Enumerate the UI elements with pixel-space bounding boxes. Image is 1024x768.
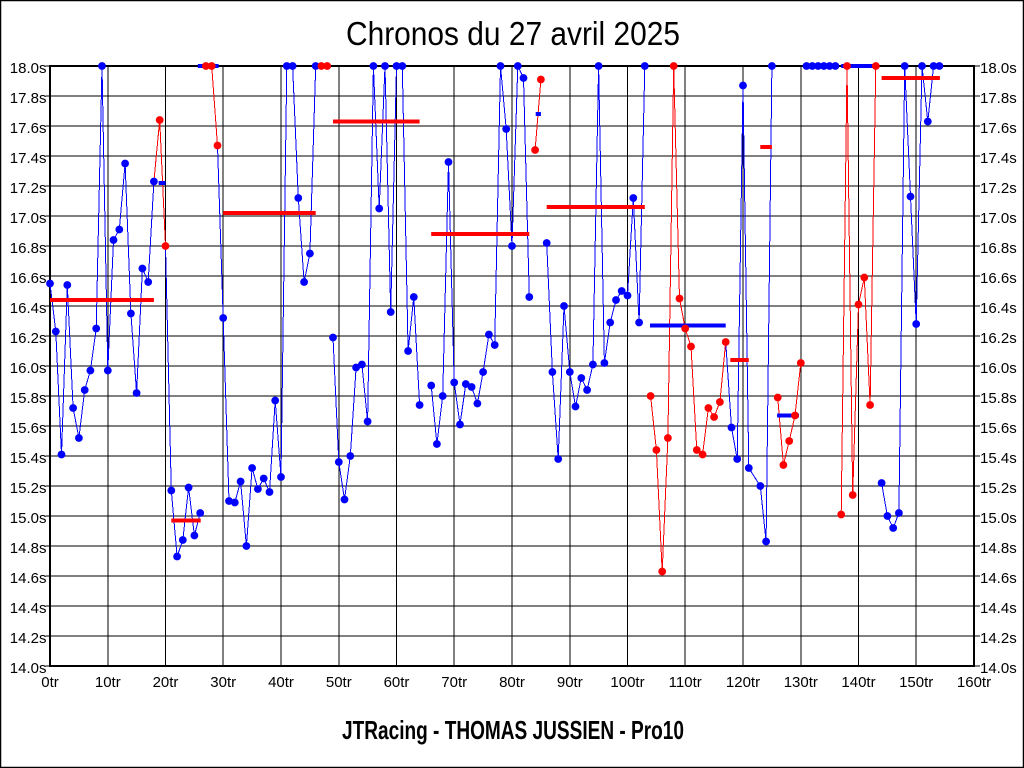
svg-text:17.4s: 17.4s	[980, 150, 1017, 167]
svg-text:20tr: 20tr	[153, 674, 179, 691]
svg-text:15.6s: 15.6s	[980, 420, 1017, 437]
svg-text:16.0s: 16.0s	[10, 360, 47, 377]
svg-text:14.0s: 14.0s	[10, 660, 47, 677]
svg-text:17.8s: 17.8s	[980, 90, 1017, 107]
svg-text:16.2s: 16.2s	[980, 330, 1017, 347]
svg-text:14.4s: 14.4s	[980, 600, 1017, 617]
svg-text:150tr: 150tr	[899, 674, 933, 691]
svg-text:17.4s: 17.4s	[10, 150, 47, 167]
svg-text:16.2s: 16.2s	[10, 330, 47, 347]
svg-text:16.6s: 16.6s	[10, 270, 47, 287]
svg-text:80tr: 80tr	[499, 674, 525, 691]
svg-text:130tr: 130tr	[784, 674, 818, 691]
svg-text:50tr: 50tr	[326, 674, 352, 691]
svg-text:14.2s: 14.2s	[980, 630, 1017, 647]
svg-text:16.0s: 16.0s	[980, 360, 1017, 377]
svg-text:14.4s: 14.4s	[10, 600, 47, 617]
svg-text:140tr: 140tr	[841, 674, 875, 691]
svg-text:Chronos du 27 avril 2025: Chronos du 27 avril 2025	[346, 15, 680, 52]
svg-text:15.8s: 15.8s	[980, 390, 1017, 407]
svg-text:14.2s: 14.2s	[10, 630, 47, 647]
svg-text:14.8s: 14.8s	[10, 540, 47, 557]
svg-text:60tr: 60tr	[384, 674, 410, 691]
svg-text:110tr: 110tr	[669, 674, 702, 691]
svg-text:18.0s: 18.0s	[980, 60, 1017, 77]
svg-text:15.0s: 15.0s	[10, 510, 47, 527]
svg-text:15.0s: 15.0s	[980, 510, 1017, 527]
svg-text:17.2s: 17.2s	[980, 180, 1017, 197]
svg-text:16.8s: 16.8s	[10, 240, 47, 257]
svg-text:100tr: 100tr	[610, 674, 644, 691]
svg-text:14.6s: 14.6s	[10, 570, 47, 587]
svg-text:17.0s: 17.0s	[10, 210, 47, 227]
svg-text:90tr: 90tr	[557, 674, 583, 691]
svg-text:14.8s: 14.8s	[980, 540, 1017, 557]
svg-text:0tr: 0tr	[41, 674, 59, 691]
svg-text:16.4s: 16.4s	[10, 300, 47, 317]
svg-text:10tr: 10tr	[95, 674, 121, 691]
svg-text:17.8s: 17.8s	[10, 90, 47, 107]
svg-text:15.8s: 15.8s	[10, 390, 47, 407]
svg-text:120tr: 120tr	[726, 674, 760, 691]
svg-text:17.0s: 17.0s	[980, 210, 1017, 227]
svg-text:16.8s: 16.8s	[980, 240, 1017, 257]
svg-text:15.6s: 15.6s	[10, 420, 47, 437]
svg-text:15.4s: 15.4s	[980, 450, 1017, 467]
svg-text:15.2s: 15.2s	[980, 480, 1017, 497]
svg-text:30tr: 30tr	[210, 674, 236, 691]
svg-text:16.4s: 16.4s	[980, 300, 1017, 317]
svg-text:14.0s: 14.0s	[980, 660, 1017, 677]
svg-text:14.6s: 14.6s	[980, 570, 1017, 587]
svg-text:17.2s: 17.2s	[10, 180, 47, 197]
svg-text:15.4s: 15.4s	[10, 450, 47, 467]
svg-text:17.6s: 17.6s	[980, 120, 1017, 137]
svg-text:40tr: 40tr	[268, 674, 294, 691]
svg-text:70tr: 70tr	[441, 674, 467, 691]
svg-text:15.2s: 15.2s	[10, 480, 47, 497]
svg-text:18.0s: 18.0s	[10, 60, 47, 77]
svg-text:17.6s: 17.6s	[10, 120, 47, 137]
svg-text:160tr: 160tr	[957, 674, 991, 691]
svg-text:16.6s: 16.6s	[980, 270, 1017, 287]
svg-text:JTRacing - THOMAS JUSSIEN - Pr: JTRacing - THOMAS JUSSIEN - Pro10	[342, 715, 684, 745]
